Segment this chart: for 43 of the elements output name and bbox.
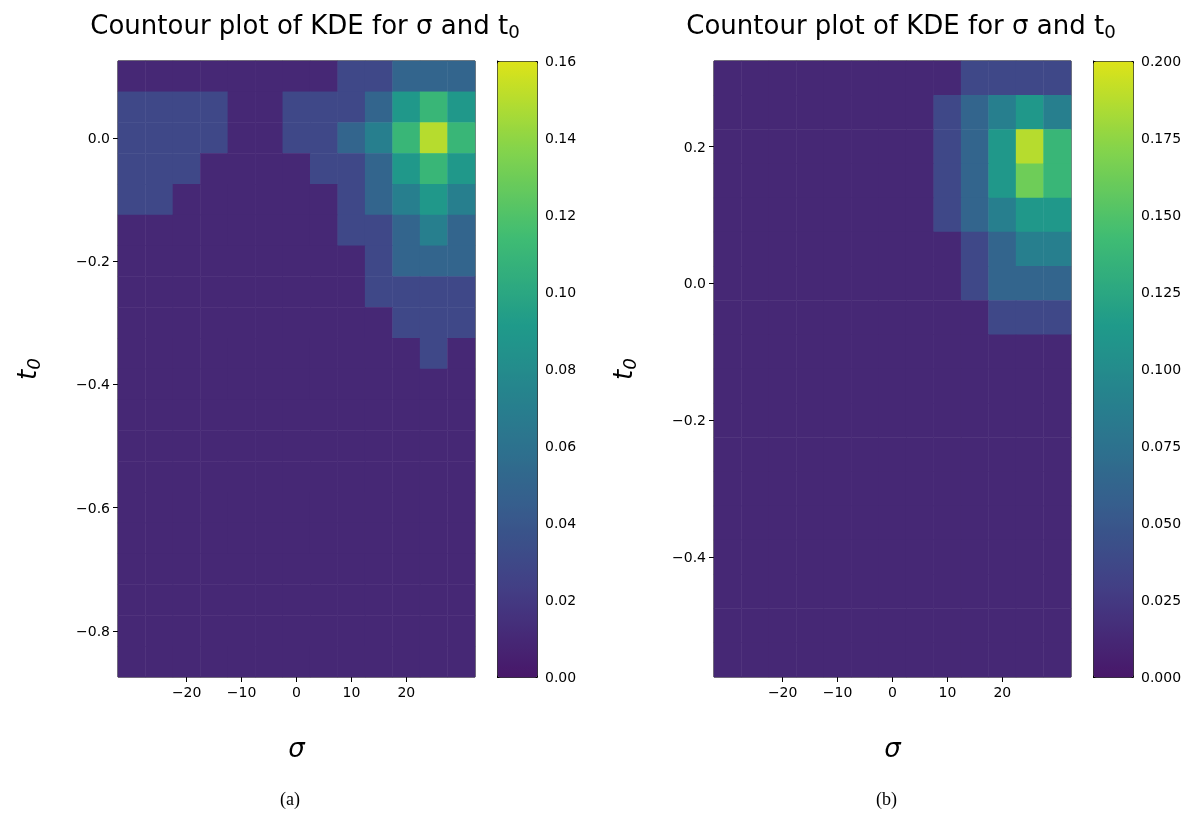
color-bar-label: 0.16 (545, 53, 577, 69)
x-tick-label: 0 (888, 684, 897, 700)
color-bar-label: 0.125 (1141, 284, 1182, 300)
color-bar-label: 0.050 (1141, 515, 1182, 531)
y-axis-title: t0 (11, 358, 44, 380)
text: (a) (280, 789, 300, 810)
color-bar-label: 0.150 (1141, 207, 1182, 223)
y-tick-label: −0.8 (76, 622, 110, 639)
x-tick-label: −20 (767, 684, 798, 700)
color-bar-label: 0.075 (1141, 438, 1182, 454)
color-bar-label: 0.000 (1141, 669, 1182, 685)
x-tick-label: −10 (226, 684, 257, 700)
y-tick-label: −0.6 (76, 499, 111, 516)
x-tick-label: 20 (397, 684, 416, 700)
x-axis-title: σ (288, 733, 307, 763)
color-bar-label: 0.025 (1141, 592, 1182, 608)
x-tick-label: 20 (993, 684, 1012, 700)
y-axis-title: t0 (607, 358, 640, 380)
x-axis-title: σ (884, 733, 903, 763)
y-tick-label: −0.4 (76, 376, 111, 393)
x-tick-label: 0 (292, 684, 301, 700)
y-tick-label: 0.2 (683, 138, 706, 155)
color-bar-label: 0.02 (545, 592, 577, 608)
color-bar-label: 0.12 (545, 207, 577, 223)
color-bar-label: 0.06 (545, 438, 577, 454)
color-bar-label: 0.10 (545, 284, 577, 300)
x-tick-label: 10 (938, 684, 957, 700)
color-bar-label: 0.04 (545, 515, 577, 531)
x-tick-label: −20 (171, 684, 202, 700)
x-tick-label: 10 (342, 684, 361, 700)
color-bar-label: 0.175 (1141, 130, 1182, 146)
color-bar-label: 0.200 (1141, 53, 1182, 69)
color-bar-label: 0.100 (1141, 361, 1182, 377)
y-tick-label: −0.2 (672, 412, 706, 429)
color-bar-label: 0.00 (545, 669, 577, 685)
color-bar-label: 0.08 (545, 361, 577, 377)
x-tick-label: −10 (822, 684, 853, 700)
y-tick-label: −0.2 (76, 253, 110, 270)
y-tick-label: −0.4 (672, 549, 707, 566)
text: (b) (876, 789, 897, 810)
y-tick-label: 0.0 (683, 275, 706, 292)
color-bar-label: 0.14 (545, 130, 577, 146)
y-tick-label: 0.0 (87, 130, 110, 146)
